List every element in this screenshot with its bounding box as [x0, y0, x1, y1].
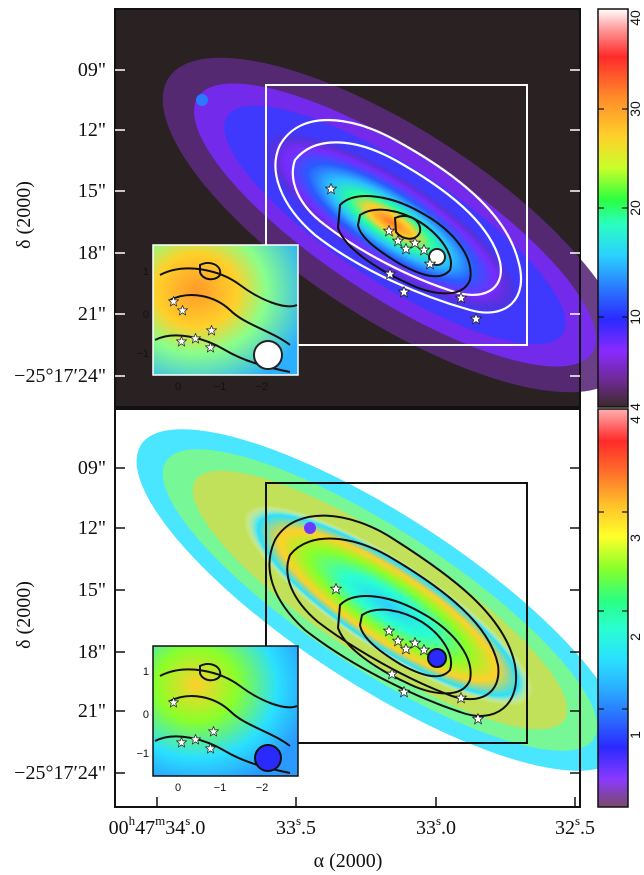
top-colorbar-tick-4: 4	[627, 403, 643, 411]
bottom-ylabel: δ (2000)	[13, 581, 35, 649]
top-ytick-09: 09"	[78, 59, 106, 81]
bottom-inset-xtick-1: 0	[175, 782, 181, 794]
bottom-colorbar-tick-2: 2	[627, 633, 643, 641]
xtick-33-0: 33s.0	[416, 813, 456, 839]
bottom-inset-xtick-3: −2	[256, 782, 269, 794]
top-ticks	[115, 69, 580, 377]
top-y-axis: 09" 12" 15" 18" 21" −25°17′24" δ (2000)	[13, 59, 106, 387]
top-nucleus	[428, 248, 446, 266]
top-ytick-24: −25°17′24"	[14, 365, 106, 387]
top-inset-xtick-2: −1	[214, 381, 227, 393]
bottom-ytick-18: 18"	[78, 641, 106, 663]
top-inset: 1 0 −1 0 −1 −2	[136, 244, 299, 393]
top-ylabel: δ (2000)	[13, 181, 35, 249]
top-inset-xtick-3: −2	[256, 381, 269, 393]
bottom-colorbar-tick-1: 1	[627, 731, 643, 739]
bottom-galaxy-ratio	[136, 429, 624, 771]
top-inset-xtick-1: 0	[175, 381, 181, 393]
bottom-nucleus	[427, 648, 447, 668]
bottom-ytick-09: 09"	[78, 457, 106, 479]
top-ytick-18: 18"	[78, 242, 106, 264]
bottom-ytick-15: 15"	[78, 579, 106, 601]
xlabel: α (2000)	[314, 850, 383, 872]
xtick-33-5: 33s.5	[276, 813, 316, 839]
bottom-ytick-12: 12"	[78, 517, 106, 539]
top-white-contours	[274, 118, 523, 314]
bottom-inset-ytick-3: −1	[136, 748, 149, 760]
bottom-zoom-box	[265, 482, 528, 744]
bottom-ticks	[115, 467, 580, 807]
bottom-inset-ytick-2: 0	[143, 709, 149, 721]
top-inset-ytick-3: −1	[136, 348, 149, 360]
top-colorbar-tick-30: 30	[627, 101, 643, 117]
top-ytick-15: 15"	[78, 180, 106, 202]
top-inset-ytick-2: 0	[143, 309, 149, 321]
bottom-panel: 1 0 −1 0 −1 −2	[114, 408, 624, 808]
xtick-34-0: 00h47m34s.0	[109, 813, 206, 839]
top-zoom-box	[265, 84, 528, 346]
top-colorbar: 4 10 20 30 40	[597, 8, 643, 411]
top-ytick-21: 21"	[78, 303, 106, 325]
x-axis: 00h47m34s.0 33s.5 33s.0 32s.5 α (2000)	[109, 813, 595, 872]
bottom-colorbar-tick-4: 4	[627, 416, 643, 424]
bottom-y-axis: 09" 12" 15" 18" 21" −25°17′24" δ (2000)	[13, 457, 106, 784]
bottom-ytick-24: −25°17′24"	[14, 762, 106, 784]
top-colorbar-tick-20: 20	[627, 200, 643, 216]
top-panel: 1 0 −1 0 −1 −2	[114, 8, 628, 408]
bottom-purple-knot	[304, 522, 316, 534]
bottom-ytick-21: 21"	[78, 700, 106, 722]
xtick-32-5: 32s.5	[555, 813, 595, 839]
top-black-contours	[336, 195, 472, 295]
bottom-colorbar: 1 2 3 4	[597, 408, 643, 808]
bottom-inset: 1 0 −1 0 −1 −2	[136, 645, 299, 794]
bottom-panel-frame	[114, 408, 581, 808]
bottom-contours	[268, 514, 518, 717]
bottom-inset-ytick-1: 1	[143, 666, 149, 678]
top-colorbar-tick-40: 40	[627, 10, 643, 26]
top-inset-ytick-1: 1	[143, 266, 149, 278]
top-ytick-12: 12"	[78, 119, 106, 141]
top-colorbar-tick-10: 10	[627, 309, 643, 325]
top-panel-frame	[114, 8, 581, 408]
bottom-inset-xtick-2: −1	[214, 782, 227, 794]
top-blue-knot	[196, 94, 208, 106]
bottom-colorbar-tick-3: 3	[627, 534, 643, 542]
